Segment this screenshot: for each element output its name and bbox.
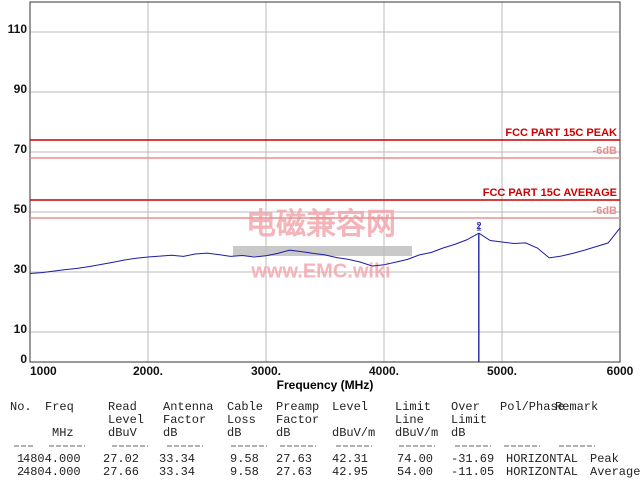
table-header: Pol/Phase: [500, 400, 565, 414]
table-cell: 4804.000: [23, 452, 81, 466]
limit-label: FCC PART 15C AVERAGE: [483, 187, 617, 199]
table-header: dB: [227, 426, 241, 440]
table-header: dB: [276, 426, 290, 440]
table-header: Read: [108, 400, 137, 414]
x-tick-label: 1000: [30, 364, 57, 378]
table-cell: 33.34: [159, 452, 195, 466]
table-cell: 27.02: [103, 452, 139, 466]
limit-label: FCC PART 15C PEAK: [505, 127, 617, 139]
table-header: dB: [451, 426, 465, 440]
table-header: Loss: [227, 413, 256, 427]
table-header: MHz: [52, 426, 74, 440]
table-cell: 27.63: [276, 465, 312, 479]
table-cell: 9.58: [230, 452, 259, 466]
table-cell: 74.00: [397, 452, 433, 466]
table-header: dBuV: [108, 426, 138, 440]
table-cell: -11.05: [451, 465, 494, 479]
table-cell: 42.31: [332, 452, 368, 466]
watermark-bar: [233, 246, 412, 256]
watermark: 电磁兼容网: [246, 207, 396, 241]
table-header: Over: [451, 400, 480, 414]
table-header: Factor: [276, 413, 319, 427]
limit-label: -6dB: [593, 145, 618, 157]
table-header: Antenna: [163, 400, 213, 414]
table-header: Level: [332, 400, 368, 414]
y-tick-label: 50: [14, 202, 28, 216]
table-header: Level: [108, 413, 144, 427]
x-tick-label: 3000.: [251, 364, 281, 378]
table-cell: 1: [17, 452, 24, 466]
marker-label: 2: [476, 221, 482, 232]
table-cell: -31.69: [451, 452, 494, 466]
x-axis-label: Frequency (MHz): [277, 378, 374, 392]
table-cell: 27.63: [276, 452, 312, 466]
table-cell: 4804.000: [23, 465, 81, 479]
table-cell: Average: [590, 465, 640, 479]
table-header: Remark: [555, 400, 598, 414]
watermark: www.EMC.wiki: [250, 260, 390, 282]
table-cell: 54.00: [397, 465, 433, 479]
table-header: dBuV/m: [395, 426, 438, 440]
table-cell: 9.58: [230, 465, 259, 479]
table-cell: Peak: [590, 452, 619, 466]
y-tick-label: 10: [14, 322, 28, 336]
table-header: Limit: [451, 413, 487, 427]
table-header: Preamp: [276, 400, 319, 414]
table-cell: 33.34: [159, 465, 195, 479]
y-tick-label: 0: [20, 352, 27, 366]
table-cell: 2: [17, 465, 24, 479]
y-tick-label: 30: [14, 262, 28, 276]
y-tick-label: 90: [14, 82, 28, 96]
marker-label: 1: [476, 223, 482, 234]
trace: [29, 227, 621, 274]
limit-label: -6dB: [593, 205, 618, 217]
table-cell: 42.95: [332, 465, 368, 479]
table-header: dBuV/m: [332, 426, 375, 440]
table-cell: HORIZONTAL: [506, 452, 578, 466]
y-tick-label: 70: [14, 142, 28, 156]
table-header: Freq: [45, 400, 74, 414]
x-tick-label: 4000.: [369, 364, 399, 378]
x-tick-label: 2000.: [133, 364, 163, 378]
table-cell: HORIZONTAL: [506, 465, 578, 479]
table-header: dB: [163, 426, 177, 440]
table-header: Limit: [395, 400, 431, 414]
table-cell: 27.66: [103, 465, 139, 479]
table-header: Line: [395, 413, 424, 427]
table-header: No.: [10, 400, 32, 414]
table-header: Factor: [163, 413, 206, 427]
table-header: Cable: [227, 400, 263, 414]
x-tick-label: 6000: [607, 364, 634, 378]
plot-frame: [29, 1, 621, 363]
y-tick-label: 110: [8, 22, 28, 36]
x-tick-label: 5000.: [487, 364, 517, 378]
